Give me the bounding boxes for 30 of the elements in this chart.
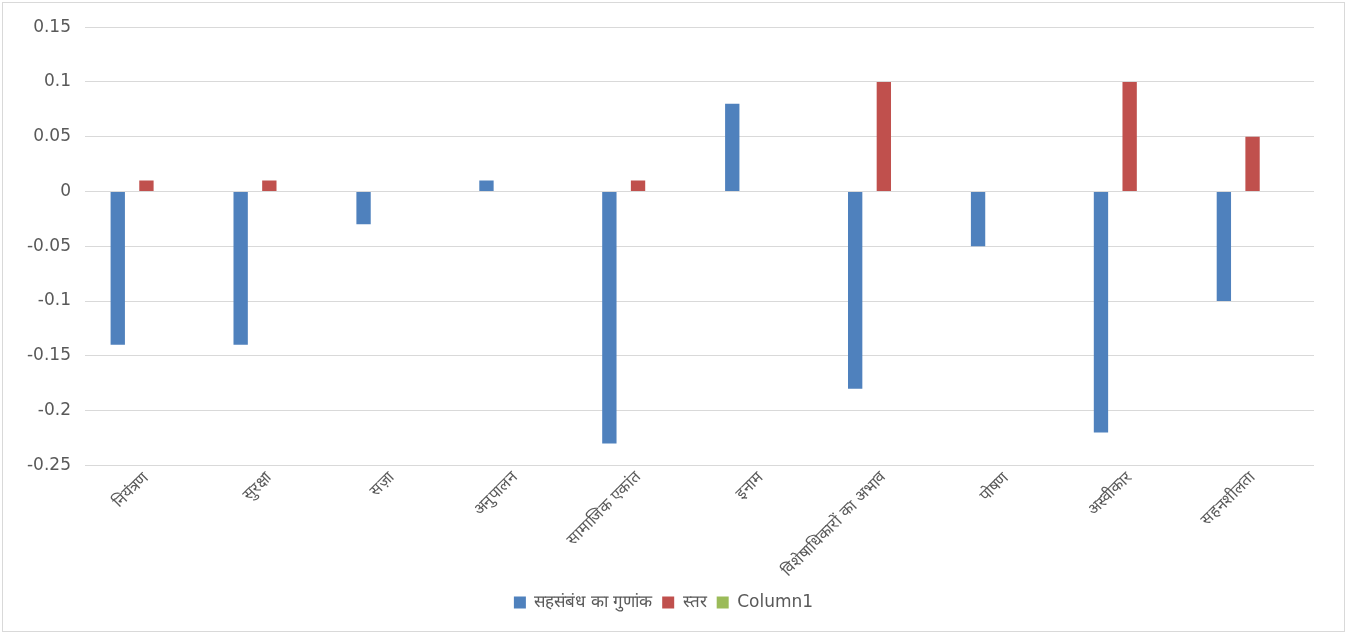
bar [262,180,277,191]
bar [876,81,892,191]
y-tick-label: 0 [60,179,71,200]
x-tick-label: सज़ा [365,466,399,500]
bar [725,103,740,191]
legend-label: स्तर [682,590,708,611]
bar [139,180,154,191]
legend-label: सहसंबंध का गुणांक [534,590,654,612]
y-tick-label: -0.1 [37,289,71,310]
bar [110,191,125,345]
bar [848,191,863,389]
y-tick-label: 0.05 [33,125,71,146]
bar [602,191,617,444]
bar [1122,81,1137,191]
bar [479,180,494,191]
y-tick-label: -0.05 [26,234,71,255]
bar [1216,191,1232,302]
y-tick-label: 0.1 [43,70,71,91]
bar [1093,191,1109,433]
y-tick-label: 0.15 [33,15,71,36]
y-tick-label: -0.25 [26,453,71,474]
bar [356,191,371,225]
bar [233,191,248,345]
bar [630,180,646,191]
y-tick-label: -0.2 [37,398,71,419]
y-tick-label: -0.15 [26,344,71,365]
legend-label: Column1 [737,590,814,611]
x-tick-label: पोषण [975,467,1013,505]
bar [970,191,986,247]
bar [1245,136,1260,191]
